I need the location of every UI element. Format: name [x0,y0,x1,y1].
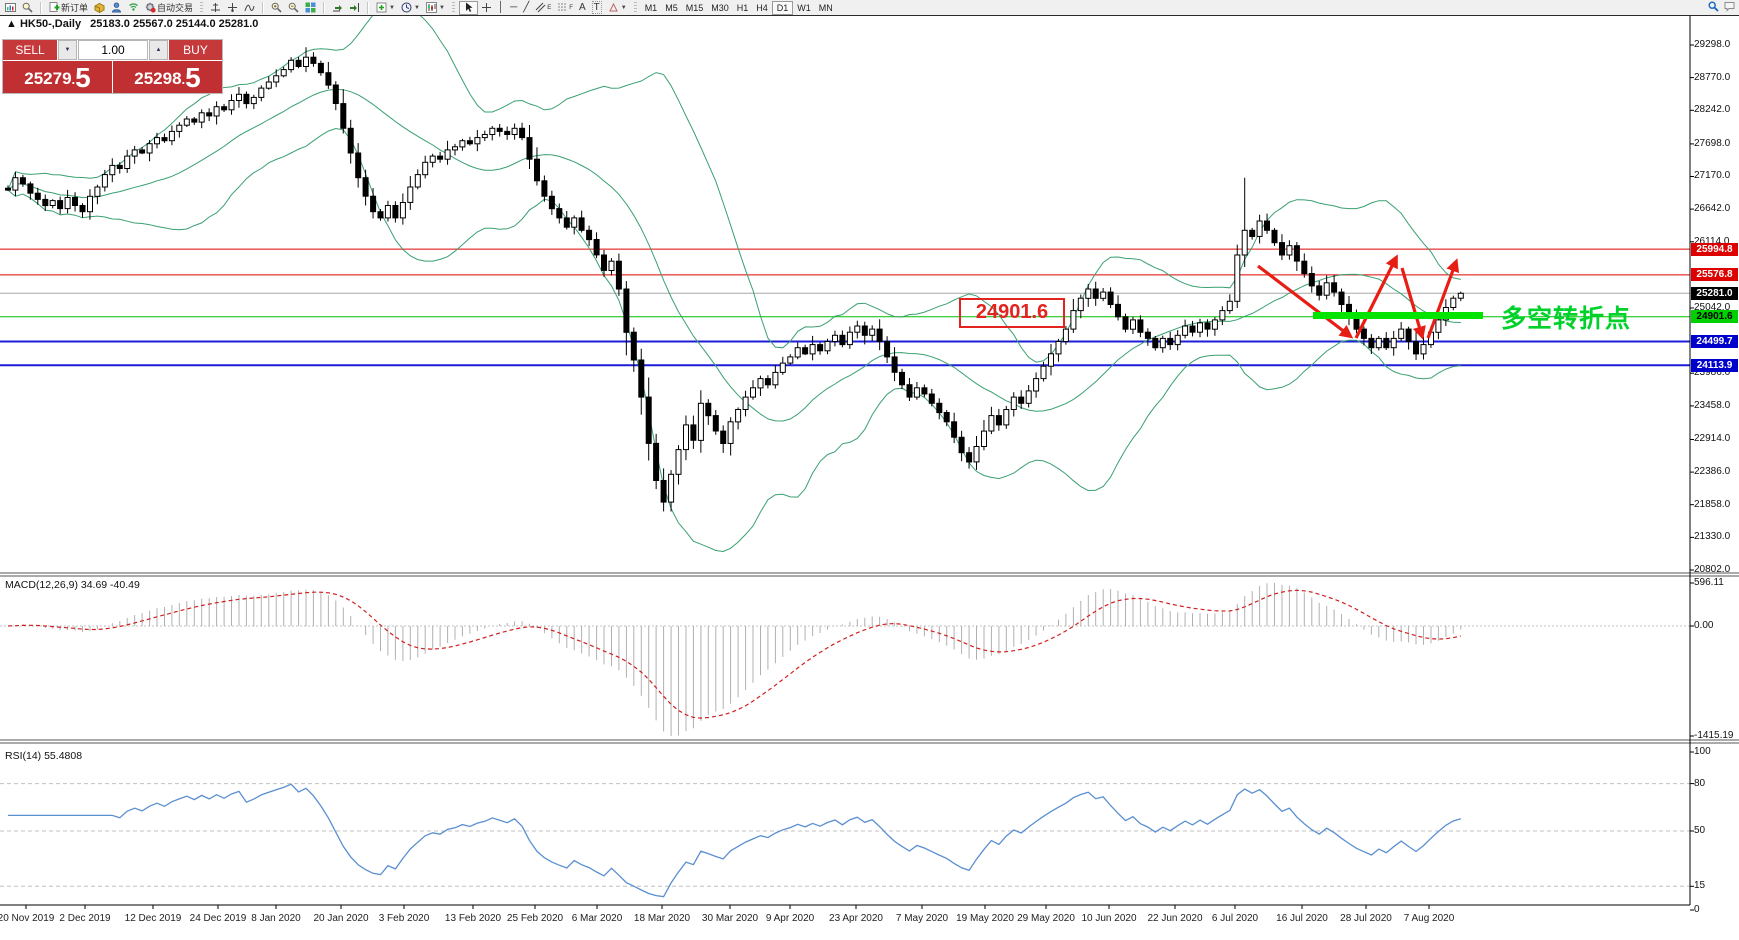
tile-windows-icon[interactable] [302,1,319,14]
toolbar-separator [40,1,42,14]
main-toolbar: 新订单 自动交易 [0,0,1739,16]
chevron-down-icon: ▼ [438,4,445,11]
sell-button[interactable]: SELL [3,40,57,60]
crosshair-drop-icon[interactable] [224,1,241,14]
text-label-tool[interactable]: T [591,1,602,14]
one-click-trading-panel: SELL ▼ 1.00 ▲ BUY 25279. 5 25298. 5 [2,39,223,94]
tf-mn[interactable]: MN [818,2,833,13]
tf-d1-active[interactable]: D1 [771,0,794,15]
tf-h4[interactable]: H4 [756,2,768,13]
toolbar-separator [323,1,326,14]
volume-input[interactable]: 1.00 [78,40,148,60]
toolbar-separator [262,1,265,14]
community-icon[interactable] [108,1,125,14]
new-order-button[interactable]: 新订单 [46,1,91,14]
cursor-tool[interactable] [458,0,478,15]
volume-decrease-button[interactable]: ▼ [58,40,77,60]
turning-point-bar[interactable] [1313,312,1483,319]
autotrade-button[interactable]: 自动交易 [142,1,196,14]
hline-tool[interactable]: ─ [510,2,518,13]
autotrade-label: 自动交易 [157,3,194,13]
sell-price-display[interactable]: 25279. 5 [3,61,112,93]
new-order-label: 新订单 [61,3,89,13]
rsi-label: RSI(14) 55.4808 [5,750,83,762]
buy-button[interactable]: BUY [169,40,222,60]
chevron-down-icon: ▼ [620,4,627,11]
search-icon[interactable] [1708,1,1719,12]
auto-scroll-icon[interactable] [329,1,346,14]
vline-tool[interactable]: │ [497,2,505,13]
text-tool[interactable]: A [578,2,586,13]
symbol-period-label: HK50-,Daily [19,18,82,30]
fibonacci-tool[interactable]: F [554,1,576,14]
chat-icon[interactable] [1724,1,1735,12]
period-icon[interactable]: ▼ [398,1,423,14]
trend-arrows [1257,254,1460,340]
trendline-tool[interactable]: ╱ [523,2,530,13]
zoom-out-icon[interactable] [285,1,302,14]
collapse-marker-icon[interactable]: ▲ [6,18,17,30]
toolbar-drag-handle[interactable] [451,2,455,13]
add-indicator-icon[interactable]: ▼ [373,1,398,14]
chart-type-icon[interactable]: ▼ [423,1,448,14]
ohlc-readout: 25183.0 25567.0 25144.0 25281.0 [90,18,259,30]
preview-icon[interactable] [19,1,36,14]
zoom-in-icon[interactable] [268,1,285,14]
chevron-down-icon: ▼ [389,4,395,11]
tf-m30[interactable]: M30 [711,2,729,13]
chart-title: ▲ HK50-,Daily 25183.0 25567.0 25144.0 25… [6,18,258,30]
chart-shift-icon[interactable] [346,1,363,14]
toolbar-separator [367,1,370,14]
chevron-down-icon: ▼ [413,4,420,11]
toolbar-drag-handle[interactable] [633,2,637,13]
market-box-icon[interactable] [91,1,108,14]
buy-price-display[interactable]: 25298. 5 [113,61,222,93]
shapes-tool[interactable]: ▼ [605,1,630,14]
tf-m1[interactable]: M1 [644,2,658,13]
signal-icon[interactable] [125,1,142,14]
tf-h1[interactable]: H1 [736,2,749,13]
fibo-sub-label: F [569,4,573,11]
turning-point-label[interactable]: 多空转折点 [1501,306,1632,333]
channel-sub-label: E [547,4,552,11]
tf-m15[interactable]: M15 [685,2,704,13]
crosshair-price-icon[interactable] [207,1,224,14]
chart-window-icon[interactable] [2,1,19,14]
channel-tool[interactable]: E [532,1,554,14]
tf-w1[interactable]: W1 [797,2,811,13]
crosshair-tool[interactable] [478,1,495,14]
timeframe-bar: M1 M5 M15 M30 H1 H4 D1 W1 MN [639,0,839,15]
toolbar-drag-handle[interactable] [200,2,204,13]
macd-label: MACD(12,26,9) 34.69 -40.49 [5,579,140,591]
volume-increase-button[interactable]: ▲ [149,40,168,60]
tf-m5[interactable]: M5 [665,2,678,13]
support-price-callout[interactable]: 24901.6 [959,298,1065,328]
curve-icon[interactable] [241,1,258,14]
